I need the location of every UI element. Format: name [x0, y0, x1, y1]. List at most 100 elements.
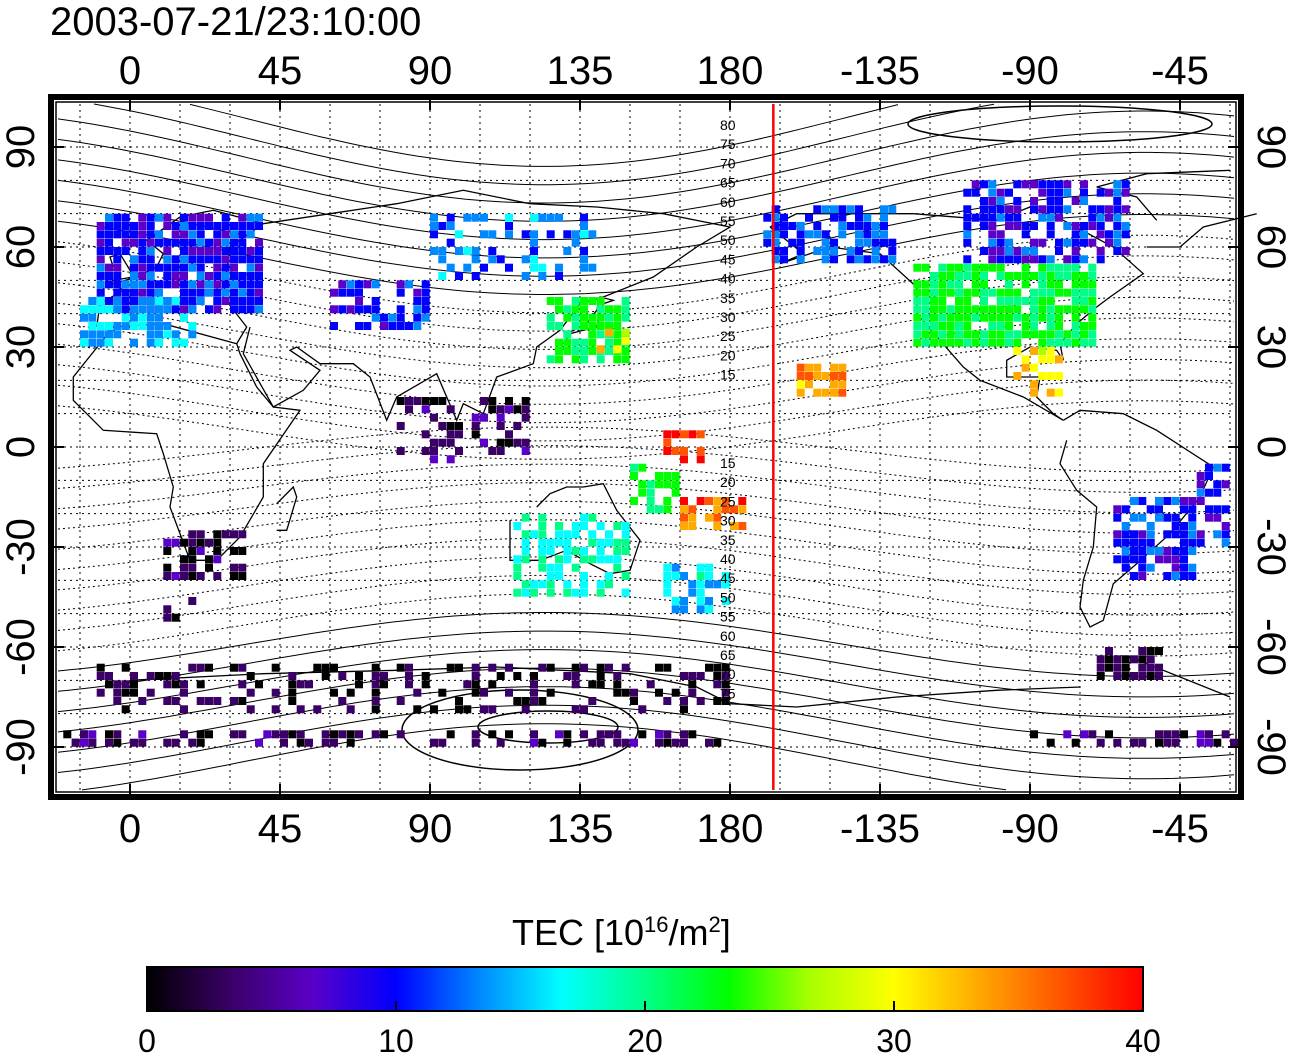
- tec-cell: [521, 513, 530, 522]
- tec-cell: [938, 280, 947, 289]
- tec-cell: [988, 180, 997, 189]
- tec-cell: [105, 280, 113, 289]
- tec-cell: [713, 697, 722, 705]
- tec-cell: [821, 388, 830, 397]
- tec-cell: [1096, 255, 1105, 264]
- tec-cell: [171, 572, 180, 580]
- tec-cell: [621, 547, 630, 555]
- tec-cell: [538, 580, 547, 589]
- tec-cell: [530, 230, 538, 239]
- tec-cell: [1146, 505, 1155, 514]
- tec-cell: [613, 672, 622, 680]
- tec-cell: [205, 563, 213, 572]
- tec-cell: [1088, 730, 1097, 739]
- tec-cell: [1096, 663, 1105, 672]
- tec-cell: [155, 322, 163, 330]
- tec-cell: [180, 255, 188, 264]
- tec-cell: [338, 288, 347, 297]
- tec-cell: [638, 463, 647, 472]
- tec-cell: [1138, 563, 1147, 572]
- tec-cell: [513, 697, 522, 705]
- contour-label: 50: [720, 589, 736, 605]
- tec-cell: [696, 588, 705, 597]
- tec-cell: [1163, 513, 1172, 522]
- bottom-lon-tick-label: 135: [547, 807, 614, 851]
- tec-cell: [580, 263, 588, 272]
- tec-cell: [721, 497, 730, 505]
- tec-cell: [1171, 555, 1180, 564]
- tec-cell: [130, 672, 138, 680]
- tec-cell: [255, 255, 263, 264]
- tec-cell: [913, 280, 922, 289]
- tec-cell: [805, 213, 813, 222]
- tec-cell: [80, 330, 88, 339]
- tec-cell: [988, 238, 997, 247]
- tec-cell: [946, 305, 955, 314]
- top-lon-tick-label: -90: [1001, 49, 1059, 93]
- tec-cell: [1071, 222, 1080, 230]
- tec-cell: [1063, 730, 1072, 739]
- contour-line: [57, 500, 1235, 555]
- tec-cell: [321, 663, 330, 672]
- tec-cell: [571, 547, 580, 555]
- contour-label: 20: [720, 474, 736, 490]
- tec-cell: [130, 263, 138, 272]
- tec-cell: [488, 663, 497, 672]
- tec-cell: [446, 222, 455, 230]
- tec-cell: [796, 230, 805, 239]
- tec-cell: [130, 297, 138, 305]
- tec-cell: [213, 272, 222, 280]
- timestamp-title: 2003-07-21/23:10:00: [50, 0, 422, 44]
- tec-cell: [830, 255, 838, 264]
- tec-cell: [246, 222, 255, 230]
- tec-cell: [621, 355, 630, 364]
- tec-cell: [996, 255, 1005, 264]
- tec-cell: [471, 255, 480, 264]
- tec-cell: [146, 322, 155, 330]
- tec-cell: [1121, 188, 1130, 197]
- tec-cell: [96, 288, 105, 297]
- tec-cell: [688, 730, 697, 739]
- tec-cell: [621, 313, 630, 322]
- tec-cell: [1021, 222, 1030, 230]
- tec-cell: [721, 572, 730, 580]
- tec-cell: [238, 572, 247, 580]
- tec-cell: [1063, 188, 1072, 197]
- tec-cell: [471, 213, 480, 222]
- tec-cell: [980, 313, 988, 322]
- tec-cell: [371, 663, 380, 672]
- tec-cell: [1096, 188, 1105, 197]
- tec-cell: [371, 697, 380, 705]
- tec-cell: [580, 730, 588, 739]
- tec-cell: [521, 530, 530, 539]
- tec-cell: [830, 247, 838, 255]
- tec-cell: [563, 230, 572, 239]
- tec-cell: [621, 572, 630, 580]
- tec-cell: [1146, 655, 1155, 664]
- tec-cell: [1221, 480, 1230, 489]
- tec-cell: [713, 497, 722, 505]
- tec-cell: [780, 213, 788, 222]
- tec-cell: [955, 322, 963, 330]
- tec-cell: [855, 205, 863, 214]
- tec-cell: [155, 305, 163, 314]
- tec-cell: [821, 247, 830, 255]
- tec-cell: [171, 230, 180, 239]
- tec-cell: [188, 547, 197, 555]
- tec-cell: [305, 738, 313, 747]
- tec-cell: [163, 213, 172, 222]
- tec-cell: [663, 663, 672, 672]
- tec-cell: [130, 305, 138, 314]
- tec-cell: [1088, 322, 1097, 330]
- tec-cell: [613, 322, 622, 330]
- tec-cell: [1005, 213, 1013, 222]
- tec-cell: [713, 580, 722, 589]
- tec-cell: [471, 672, 480, 680]
- tec-cell: [621, 663, 630, 672]
- tec-cell: [188, 572, 197, 580]
- tec-cell: [388, 313, 397, 322]
- tec-cell: [1088, 205, 1097, 214]
- tec-cell: [330, 738, 338, 747]
- tec-cell: [1213, 480, 1222, 489]
- tec-cell: [1138, 513, 1147, 522]
